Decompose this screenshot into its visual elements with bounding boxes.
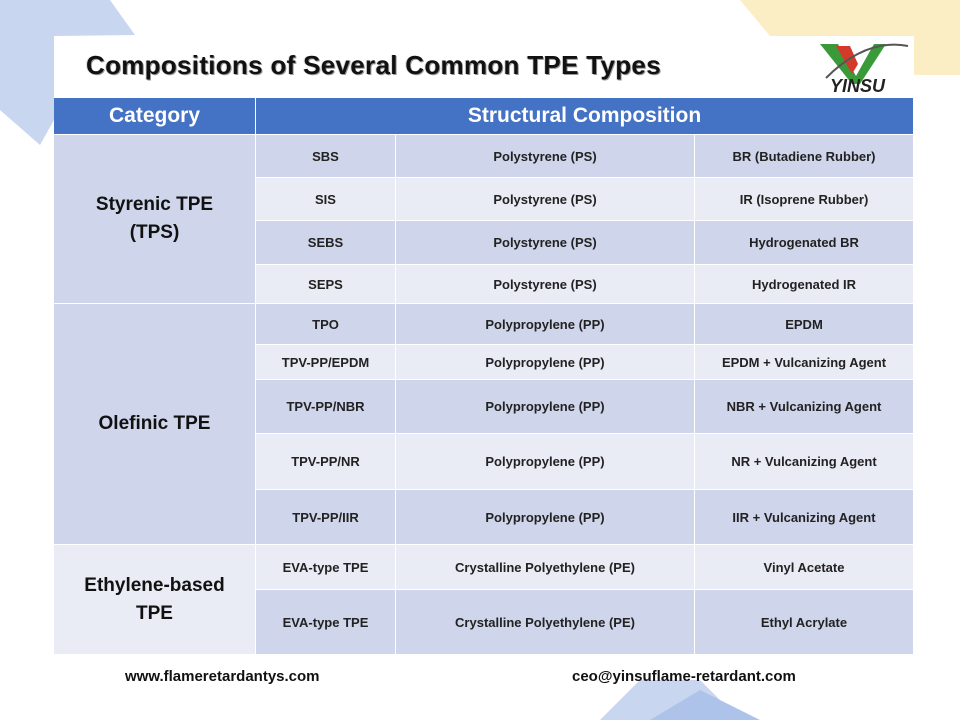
category-line: TPE	[136, 602, 173, 624]
table-cell: Polystyrene (PS)	[396, 178, 695, 221]
website: www.flameretardantys.com	[125, 668, 320, 685]
table-cell: Hydrogenated BR	[695, 221, 914, 265]
table-cell: Polypropylene (PP)	[396, 304, 695, 345]
category-cell: Olefinic TPE	[54, 304, 256, 545]
category-cell: Styrenic TPE (TPS)	[54, 135, 256, 304]
table-cell: SIS	[256, 178, 396, 221]
table-cell: SEPS	[256, 265, 396, 304]
email: ceo@yinsuflame-retardant.com	[572, 668, 796, 685]
table-cell: NBR + Vulcanizing Agent	[695, 380, 914, 434]
category-line: Styrenic TPE	[95, 194, 214, 215]
table-cell: Polystyrene (PS)	[396, 221, 695, 265]
table-cell: Hydrogenated IR	[695, 265, 914, 304]
table-cell: TPO	[256, 304, 396, 345]
table-cell: IIR + Vulcanizing Agent	[695, 490, 914, 545]
logo-text: YINSU	[830, 76, 886, 96]
table-cell: TPV-PP/NBR	[256, 380, 396, 434]
table-cell: Polystyrene (PS)	[396, 135, 695, 178]
category-line: Ethylene-based	[84, 574, 225, 596]
table-cell: Crystalline Polyethylene (PE)	[396, 545, 695, 590]
table-cell: Polypropylene (PP)	[396, 345, 695, 380]
table-cell: EPDM	[695, 304, 914, 345]
table-cell: Ethyl Acrylate	[695, 590, 914, 655]
table-cell: Polypropylene (PP)	[396, 380, 695, 434]
table-cell: TPV-PP/NR	[256, 434, 396, 490]
table-cell: Vinyl Acetate	[695, 545, 914, 590]
table-cell: Polystyrene (PS)	[396, 265, 695, 304]
table-cell: EPDM + Vulcanizing Agent	[695, 345, 914, 380]
table-cell: IR (Isoprene Rubber)	[695, 178, 914, 221]
table-cell: Polypropylene (PP)	[396, 434, 695, 490]
category-line: (TPS)	[129, 222, 180, 243]
table-cell: Polypropylene (PP)	[396, 490, 695, 545]
table-cell: Crystalline Polyethylene (PE)	[396, 590, 695, 655]
table-cell: TPV-PP/IIR	[256, 490, 396, 545]
table-cell: SBS	[256, 135, 396, 178]
table-cell: NR + Vulcanizing Agent	[695, 434, 914, 490]
header-cell: Structural Composition	[256, 98, 914, 135]
table-cell: BR (Butadiene Rubber)	[695, 135, 914, 178]
header-cell: Category	[54, 98, 256, 135]
logo-mark	[820, 43, 909, 84]
table-cell: EVA-type TPE	[256, 545, 396, 590]
table-cell: EVA-type TPE	[256, 590, 396, 655]
category-line: Olefinic TPE	[98, 413, 211, 434]
table-cell: TPV-PP/EPDM	[256, 345, 396, 380]
title: Compositions of Several Common TPE Types	[86, 50, 661, 80]
table-cell: SEBS	[256, 221, 396, 265]
category-cell: Ethylene-based TPE	[54, 545, 256, 655]
